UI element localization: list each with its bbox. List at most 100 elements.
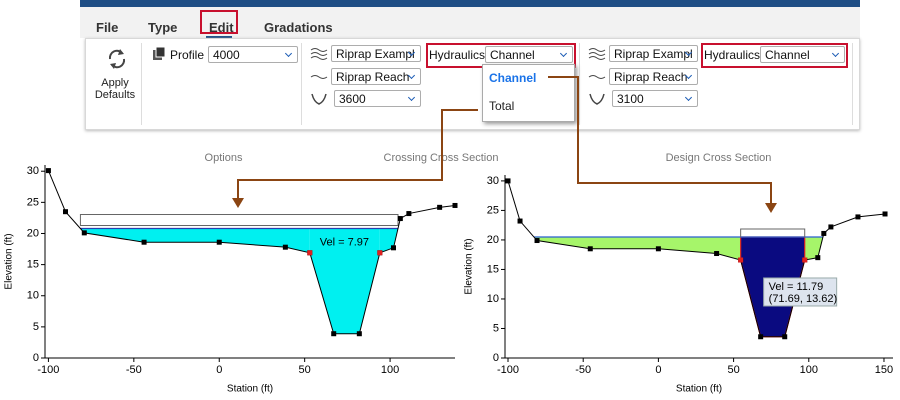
y-tick-label: 15 xyxy=(27,259,39,271)
title-bar xyxy=(80,0,860,7)
menu-item[interactable]: Channel xyxy=(489,71,537,85)
x-tick-label: -50 xyxy=(126,364,142,376)
profile-combo[interactable]: 4000 xyxy=(208,46,298,63)
x-axis-label: Station (ft) xyxy=(676,384,722,395)
tab[interactable]: Type xyxy=(148,20,178,35)
ground-point xyxy=(452,202,458,208)
y-tick-label: 25 xyxy=(487,204,499,216)
tooltip-box xyxy=(763,277,838,307)
ground-point xyxy=(587,246,593,252)
separator xyxy=(141,43,142,125)
y-tick-label: 5 xyxy=(33,321,39,333)
apply-defaults[interactable]: Apply Defaults xyxy=(94,77,136,101)
x-tick-label: 50 xyxy=(299,364,311,376)
velocity-label: Vel = 7.97 xyxy=(320,236,369,248)
ground-point xyxy=(81,230,87,236)
tab[interactable]: Edit xyxy=(209,20,234,35)
tab[interactable]: Gradations xyxy=(264,20,333,35)
x-tick-label: -50 xyxy=(575,364,591,376)
width-bracket xyxy=(79,214,399,227)
profile-label: Profile xyxy=(170,48,205,62)
bank-station xyxy=(802,257,808,263)
ground-point xyxy=(391,245,396,251)
channel-flow xyxy=(309,228,380,334)
reach-combo[interactable]: Riprap Reach xyxy=(331,68,421,85)
apply-icon xyxy=(108,49,126,69)
tab[interactable]: File xyxy=(96,20,119,35)
x-tick-label: -100 xyxy=(497,364,519,376)
y-tick-label: 15 xyxy=(487,263,499,275)
ground-point xyxy=(758,334,764,340)
ground-point xyxy=(63,209,68,215)
hydraulics-menu: Channel Total xyxy=(482,64,575,122)
tab-underline xyxy=(206,36,232,38)
hydraulics-label: Hydraulics xyxy=(429,48,486,62)
riprap-combo[interactable]: Riprap Exampl xyxy=(331,45,421,62)
separator xyxy=(579,43,580,125)
overbank-flow xyxy=(80,228,310,253)
riprap-combo[interactable]: Riprap Exampl xyxy=(609,45,698,62)
ground-point xyxy=(882,211,888,217)
ground-point xyxy=(406,211,412,217)
x-tick-label: 100 xyxy=(800,364,818,376)
ribbon: Apply Defaults Profile 4000 Options Ripr… xyxy=(85,38,860,164)
width-bracket xyxy=(740,228,806,237)
x-tick-label: 0 xyxy=(655,364,661,376)
x-tick-label: 150 xyxy=(875,364,893,376)
hydraulics-combo[interactable]: Channel xyxy=(485,46,573,63)
ground-point xyxy=(815,255,821,261)
ground-line xyxy=(507,180,886,338)
ground-point xyxy=(782,334,788,340)
x-tick-label: 100 xyxy=(381,364,399,376)
ground-point xyxy=(821,230,827,236)
tab-bar: File Type Edit Gradations xyxy=(80,7,860,38)
ground-point xyxy=(331,331,337,337)
ground-point xyxy=(714,251,720,257)
separator xyxy=(301,43,302,125)
highlight-box xyxy=(200,10,238,34)
ground-point xyxy=(282,244,288,250)
highlight-box xyxy=(701,43,848,68)
y-tick-label: 10 xyxy=(487,293,499,305)
y-tick-label: 0 xyxy=(33,352,39,364)
ground-point xyxy=(655,246,661,252)
bank-station xyxy=(738,257,744,263)
hydraulics-combo[interactable]: Channel xyxy=(760,46,845,63)
y-tick-label: 20 xyxy=(487,234,499,246)
ground-point xyxy=(356,331,362,337)
tooltip-text: (71.69, 13.62) xyxy=(769,293,838,305)
hydraulics-label: Hydraulics xyxy=(704,48,761,62)
x-axis-label: Station (ft) xyxy=(227,384,273,395)
y-tick-label: 30 xyxy=(487,175,499,187)
separator xyxy=(852,43,853,125)
ground-point xyxy=(505,178,511,184)
ground-point xyxy=(437,204,443,210)
x-tick-label: 0 xyxy=(216,364,222,376)
group-label: Design Cross Section xyxy=(665,152,772,164)
y-tick-label: 30 xyxy=(27,165,39,177)
ground-point xyxy=(534,238,540,244)
bank-station xyxy=(377,250,383,256)
menu-item[interactable]: Total xyxy=(489,99,515,113)
reach-combo[interactable]: Riprap Reach xyxy=(609,68,698,85)
ground-point xyxy=(216,239,222,245)
velocity-label: Vel = 11.79 xyxy=(769,281,824,293)
x-tick-label: 50 xyxy=(727,364,739,376)
station-combo[interactable]: 3100 xyxy=(612,90,698,107)
profile-icon xyxy=(153,47,166,60)
y-tick-label: 25 xyxy=(27,196,39,208)
x-tick-label: -100 xyxy=(37,364,59,376)
y-tick-label: 5 xyxy=(493,322,499,334)
section-icons xyxy=(588,48,606,105)
ground-point xyxy=(397,216,403,222)
ground-point xyxy=(828,224,834,230)
y-axis-label: Elevation (ft) xyxy=(4,233,15,289)
ground-point xyxy=(45,168,51,174)
station-combo[interactable]: 3600 xyxy=(334,90,421,107)
group-label: Crossing Cross Section xyxy=(383,152,499,164)
group-label: Options xyxy=(204,152,243,164)
section-icons xyxy=(310,48,328,105)
bank-station xyxy=(307,250,313,256)
